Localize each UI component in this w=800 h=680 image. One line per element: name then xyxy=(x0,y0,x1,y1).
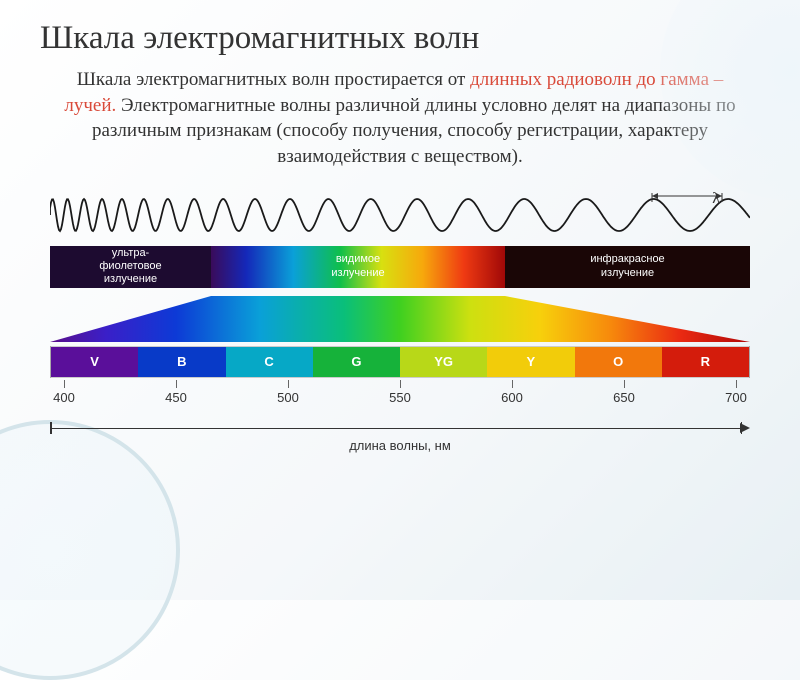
expansion-triangle xyxy=(50,296,750,342)
tick-label: 700 xyxy=(725,390,747,405)
band-type-segment: видимоеизлучение xyxy=(211,246,505,288)
arrow-right-icon xyxy=(740,423,750,433)
band-type-segment: инфракрасноеизлучение xyxy=(505,246,750,288)
tick-label: 450 xyxy=(165,390,187,405)
band-type-segment: ультра-фиолетовоеизлучение xyxy=(50,246,211,288)
color-cell: B xyxy=(138,346,225,378)
color-cell: Y xyxy=(487,346,574,378)
tick-label: 500 xyxy=(277,390,299,405)
color-cell: O xyxy=(575,346,662,378)
wave-row: λ xyxy=(50,190,750,240)
spectrum-diagram: λ ультра-фиолетовоеизлучениевидимоеизлуч… xyxy=(50,190,750,456)
color-cell: G xyxy=(313,346,400,378)
color-cell: V xyxy=(51,346,138,378)
desc-post: Электромагнитные волны различной длины у… xyxy=(92,95,736,167)
desc-pre: Шкала электромагнитных волн простирается… xyxy=(77,69,470,90)
color-cell: R xyxy=(662,346,749,378)
tick-label: 650 xyxy=(613,390,635,405)
description: Шкала электромагнитных волн простирается… xyxy=(50,67,750,170)
axis-label: длина волны, нм xyxy=(349,438,451,453)
wavelength-axis: длина волны, нм xyxy=(50,420,750,456)
wave-curve xyxy=(50,190,750,240)
wavelength-ticks: 400450500550600650700 xyxy=(50,380,750,392)
page-title: Шкала электромагнитных волн xyxy=(40,20,760,57)
lambda-label: λ xyxy=(712,190,720,208)
band-color-letters: VBCGYGYOR xyxy=(50,346,750,378)
band-types: ультра-фиолетовоеизлучениевидимоеизлучен… xyxy=(50,246,750,288)
tick-label: 600 xyxy=(501,390,523,405)
tick-label: 550 xyxy=(389,390,411,405)
color-cell: YG xyxy=(400,346,487,378)
tick-label: 400 xyxy=(53,390,75,405)
color-cell: C xyxy=(226,346,313,378)
